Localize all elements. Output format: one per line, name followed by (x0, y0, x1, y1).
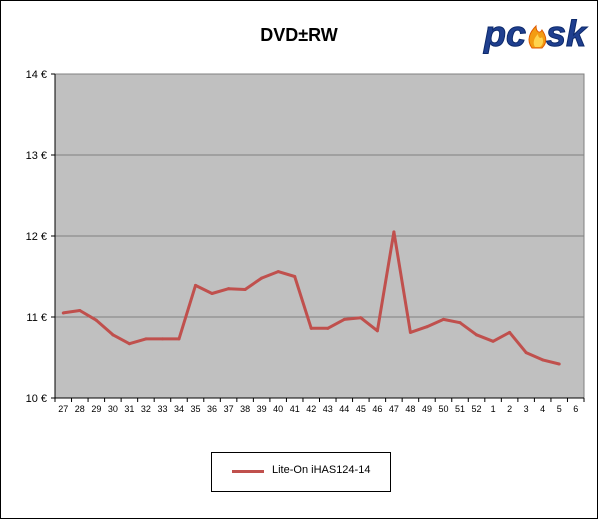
data-point (541, 358, 545, 362)
data-point (94, 318, 98, 322)
y-tick-label: 10 € (26, 393, 47, 405)
x-tick-label: 33 (157, 404, 167, 414)
x-tick-label: 5 (557, 404, 562, 414)
y-tick-label: 14 € (26, 69, 47, 81)
data-point (524, 351, 528, 355)
data-point (508, 330, 512, 334)
x-tick-label: 36 (207, 404, 217, 414)
y-tick-label: 13 € (26, 150, 47, 162)
chart-title: DVD±RW (260, 25, 338, 45)
x-tick-label: 31 (124, 404, 134, 414)
x-tick-label: 52 (472, 404, 482, 414)
x-tick-label: 49 (422, 404, 432, 414)
x-tick-label: 35 (191, 404, 201, 414)
y-tick-label: 12 € (26, 231, 47, 243)
x-tick-label: 37 (224, 404, 234, 414)
x-tick-label: 47 (389, 404, 399, 414)
legend-label: Lite-On iHAS124-14 (272, 464, 371, 476)
x-tick-label: 44 (339, 404, 349, 414)
data-point (475, 333, 479, 337)
x-tick-label: 45 (356, 404, 366, 414)
x-tick-label: 48 (405, 404, 415, 414)
x-tick-label: 46 (372, 404, 382, 414)
data-point (392, 230, 396, 234)
data-point (375, 329, 379, 333)
data-point (194, 283, 198, 287)
data-point (293, 275, 297, 278)
data-point (160, 337, 164, 341)
x-tick-label: 40 (273, 404, 283, 414)
x-tick-label: 4 (540, 404, 545, 414)
data-point (210, 292, 214, 296)
data-point (111, 333, 115, 337)
x-tick-label: 29 (91, 404, 101, 414)
data-point (458, 321, 462, 325)
legend-swatch (232, 470, 264, 473)
x-tick-label: 39 (257, 404, 267, 414)
x-tick-label: 30 (108, 404, 118, 414)
data-point (359, 316, 363, 320)
data-point (425, 325, 429, 329)
data-point (61, 311, 65, 315)
pcsk-logo: pc sk (483, 13, 589, 55)
data-point (491, 339, 495, 343)
x-tick-label: 43 (323, 404, 333, 414)
x-tick-label: 3 (524, 404, 529, 414)
data-point (127, 342, 131, 346)
y-tick-label: 11 € (26, 312, 47, 324)
x-tick-label: 41 (290, 404, 300, 414)
x-tick-label: 51 (455, 404, 465, 414)
data-point (557, 362, 561, 366)
data-point (144, 337, 148, 341)
data-point (309, 326, 313, 330)
data-point (441, 317, 445, 321)
x-tick-label: 1 (491, 404, 496, 414)
svg-text:pc: pc (483, 13, 526, 54)
legend: Lite-On iHAS124-14 (211, 452, 391, 492)
x-tick-label: 38 (240, 404, 250, 414)
x-tick-label: 2 (507, 404, 512, 414)
data-point (342, 317, 346, 321)
x-tick-label: 27 (58, 404, 68, 414)
data-point (78, 309, 82, 313)
x-tick-label: 42 (306, 404, 316, 414)
x-tick-label: 6 (573, 404, 578, 414)
data-point (326, 326, 330, 330)
x-tick-label: 32 (141, 404, 151, 414)
x-tick-label: 28 (75, 404, 85, 414)
data-point (260, 276, 264, 280)
data-point (408, 330, 412, 334)
data-point (243, 287, 247, 291)
data-point (227, 287, 231, 291)
svg-text:sk: sk (546, 13, 588, 54)
data-point (177, 337, 181, 341)
x-tick-label: 50 (438, 404, 448, 414)
data-point (276, 270, 280, 274)
x-tick-label: 34 (174, 404, 184, 414)
